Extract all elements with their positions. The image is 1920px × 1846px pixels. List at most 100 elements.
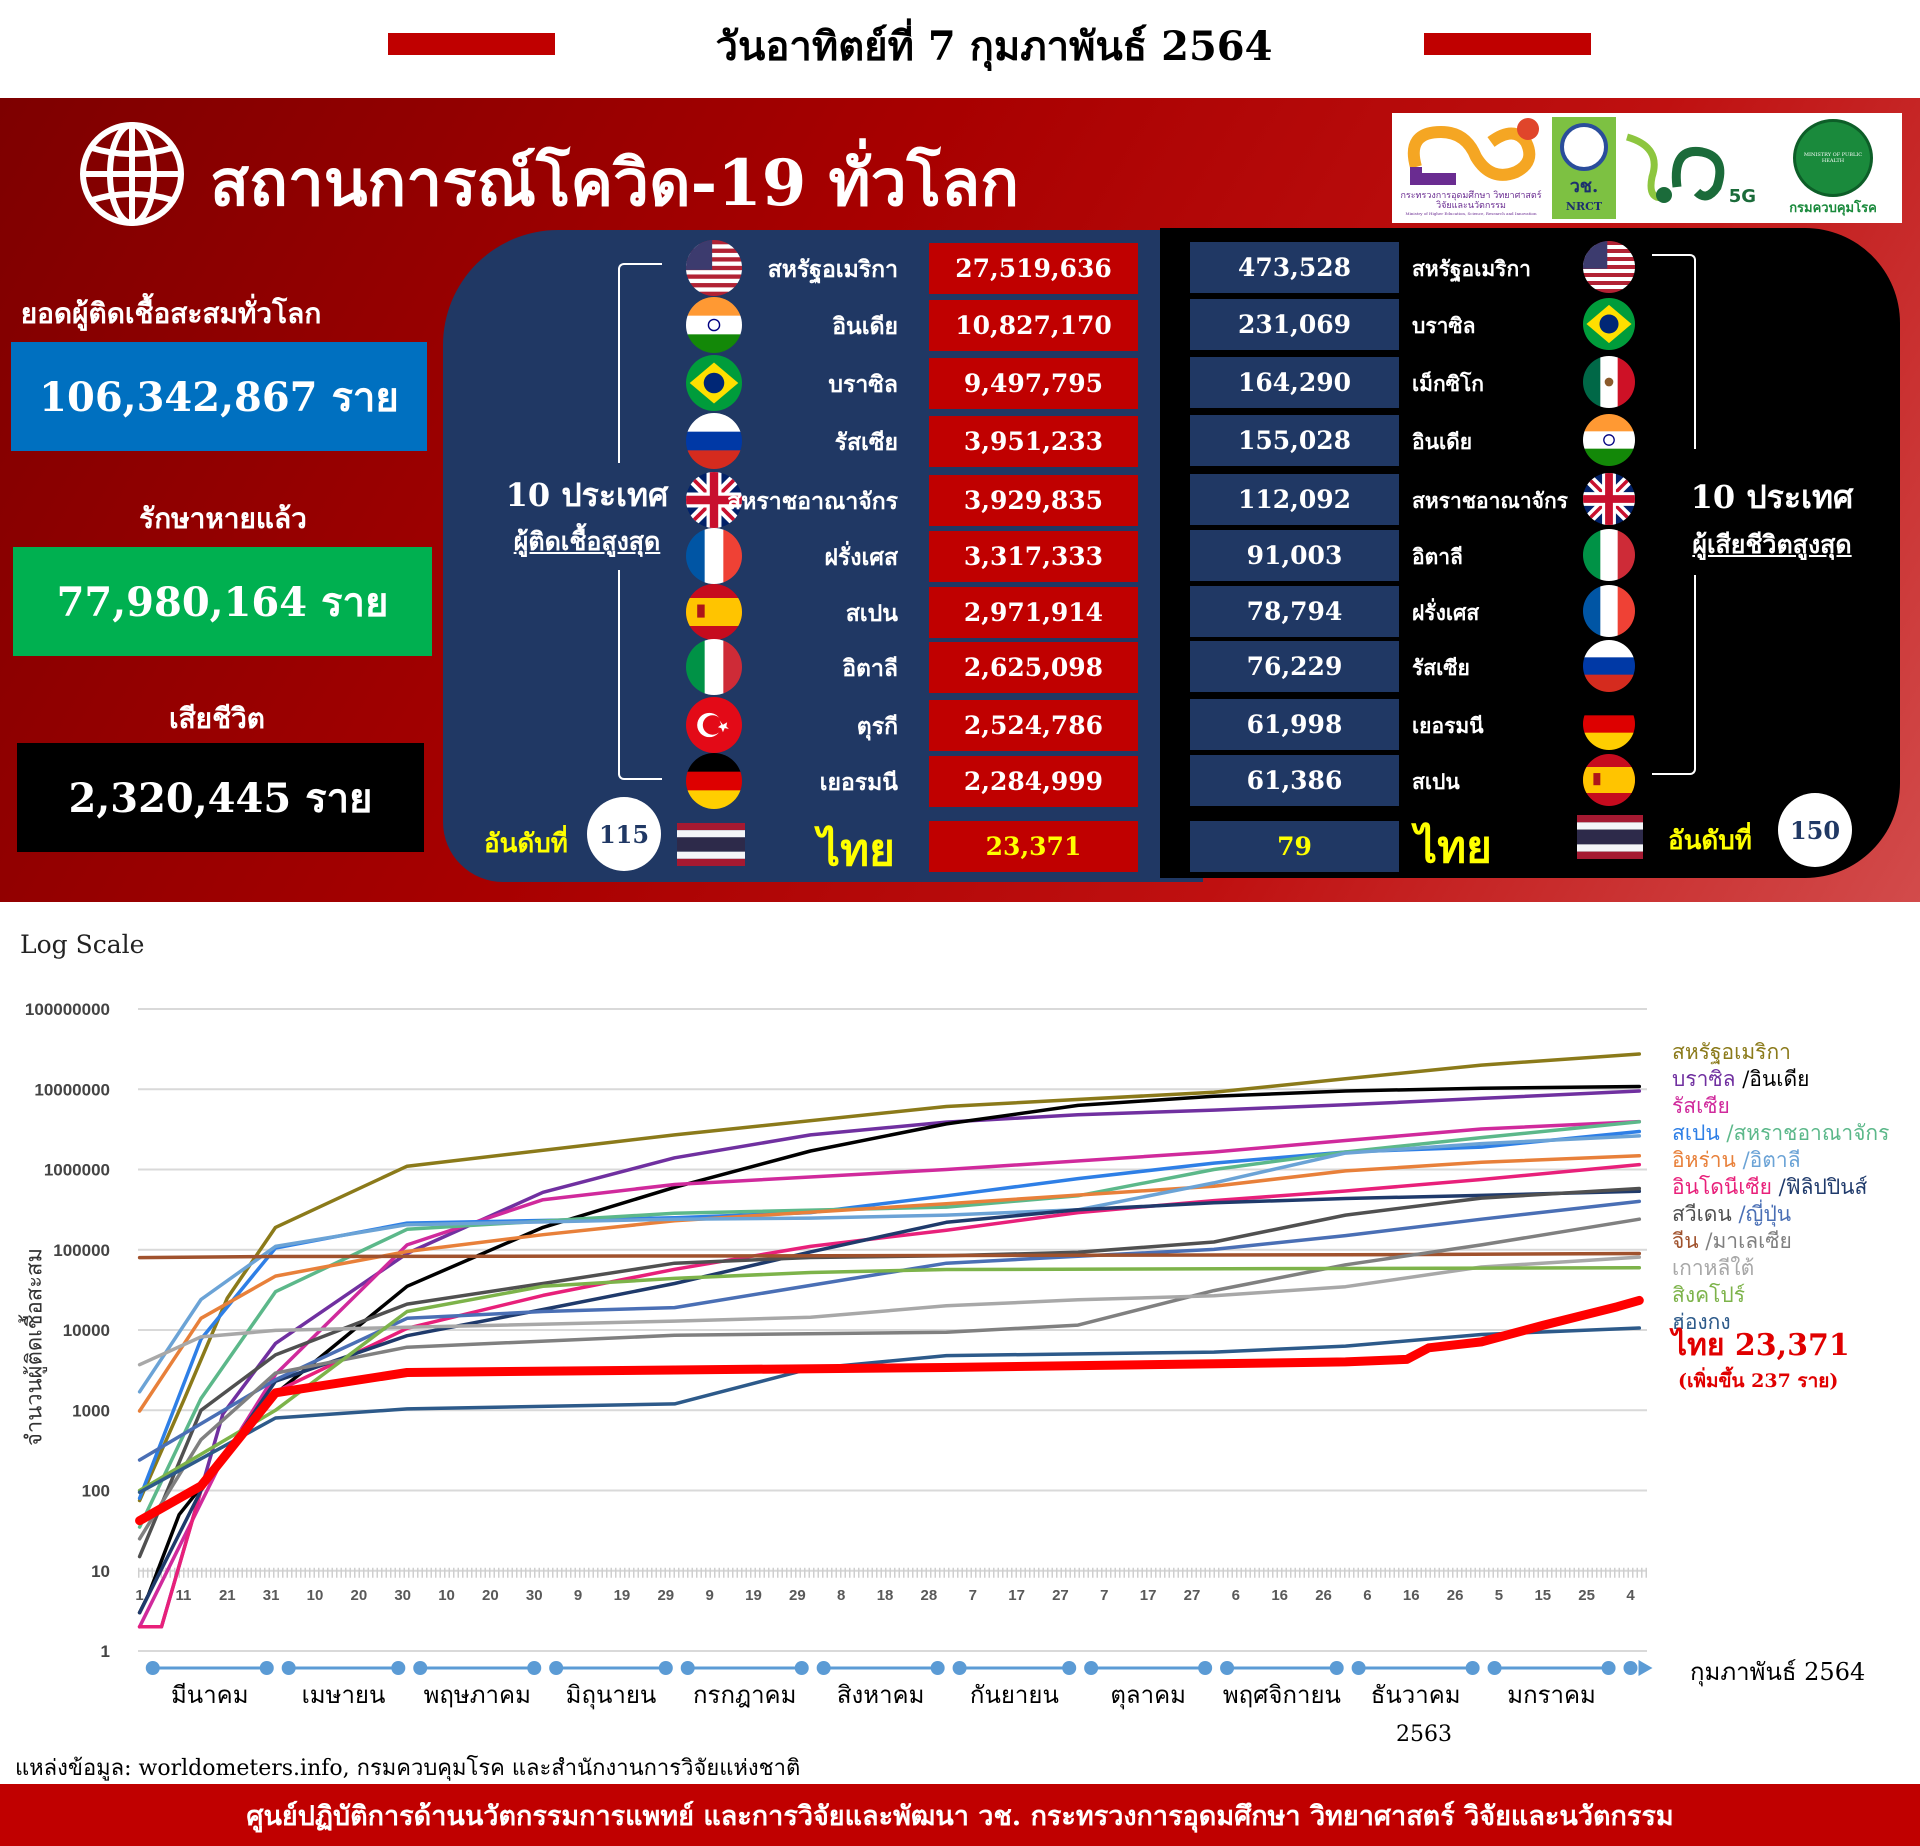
chart-title: Log Scale <box>20 930 145 959</box>
cases-country-value: 2,971,914 <box>929 587 1138 638</box>
deaths-country-name: เม็กซิโก <box>1412 371 1484 396</box>
cases-country-value: 9,497,795 <box>929 358 1138 409</box>
legend-series-name: ฮ่องกง <box>1672 1310 1731 1334</box>
x-tick-label: 17 <box>1140 1587 1157 1604</box>
cases-country-name: สหรัฐอเมริกา <box>767 256 898 283</box>
legend-thailand-name: ไทย <box>1672 1328 1725 1363</box>
deaths-country-name: บราซิล <box>1412 313 1476 338</box>
deaths-value: 2,320,445 ราย <box>17 743 424 852</box>
nrct-logo: วช. NRCT <box>1552 117 1616 219</box>
mhesi-infinity-icon <box>1407 118 1539 185</box>
deaths-country-value: 61,998 <box>1190 699 1399 750</box>
deaths-country-value: 112,092 <box>1190 474 1399 525</box>
legend-line: รัสเซีย <box>1672 1090 1730 1123</box>
legend-series-name: มาเลเซีย <box>1712 1229 1792 1253</box>
de-flag-icon <box>686 753 742 813</box>
legend-series-name: สวีเดน <box>1672 1202 1732 1226</box>
it-flag-icon <box>1583 529 1635 585</box>
timeline-month-label: พฤษภาคม <box>424 1681 531 1709</box>
5g-label: 5G <box>1728 186 1756 207</box>
legend-series-name: ญี่ปุ่น <box>1745 1202 1792 1226</box>
timeline-month-label: มิถุนายน <box>566 1681 657 1710</box>
y-tick-label: 1 <box>101 1642 110 1661</box>
legend-series-name: สิงคโปร์ <box>1672 1283 1746 1307</box>
legend-thailand-note: (เพิ่มขึ้น 237 ราย) <box>1678 1370 1839 1392</box>
timeline-month-label: ตุลาคม <box>1110 1681 1186 1710</box>
legend-line: สหรัฐอเมริกา <box>1672 1036 1791 1069</box>
legend-separator: / <box>1719 1121 1734 1145</box>
legend-series-name: อิตาลี <box>1749 1148 1801 1172</box>
legend-thailand: ไทย 23,371 <box>1672 1322 1850 1369</box>
timeline-dot <box>794 1661 809 1675</box>
top-cases-subtitle: ผู้ติดเชื้อสูงสุด <box>513 527 661 556</box>
legend-series-name: เกาหลีใต้ <box>1672 1256 1755 1280</box>
es-flag-icon <box>686 584 742 644</box>
cases-country-value: 2,625,098 <box>929 642 1138 693</box>
mhesi-logo: กระทรวงการอุดมศึกษา วิทยาศาสตร์ วิจัยและ… <box>1396 117 1546 219</box>
moph-seal-text: MINISTRY OF PUBLIC HEALTH <box>1803 151 1863 164</box>
it-flag-icon <box>686 639 742 699</box>
timeline-dot <box>1220 1661 1235 1675</box>
deaths-country-value: 78,794 <box>1190 586 1399 637</box>
5g-swirl-icon <box>1625 133 1725 203</box>
deaths-country-value: 473,528 <box>1190 242 1399 293</box>
x-tick-label: 31 <box>263 1587 280 1604</box>
cases-country-name: สหราชอาณาจักร <box>727 488 898 515</box>
x-tick-label: 26 <box>1315 1587 1332 1604</box>
x-tick-label: 7 <box>1100 1587 1108 1604</box>
gb-flag-icon <box>1583 473 1635 529</box>
deaths-country-name: ฝรั่งเศส <box>1412 600 1480 625</box>
cases-country-name: เยอรมนี <box>819 769 898 796</box>
x-tick-label: 6 <box>1232 1587 1240 1604</box>
series-line <box>137 1255 1642 1367</box>
x-tick-label: 30 <box>394 1587 411 1604</box>
mhesi-name-en: Ministry of Higher Education, Science, R… <box>1405 211 1537 216</box>
x-tick-label: 29 <box>657 1587 674 1604</box>
legend-series-name: ฟิลิปปินส์ <box>1785 1175 1868 1199</box>
legend-line: สเปน /สหราชอาณาจักร <box>1672 1117 1889 1150</box>
timeline-dot <box>145 1661 160 1675</box>
x-tick-label: 4 <box>1626 1587 1635 1604</box>
thailand-cases-value: 23,371 <box>929 821 1138 872</box>
x-tick-label: 19 <box>614 1587 631 1604</box>
us-flag-icon <box>1583 241 1635 297</box>
timeline-dot <box>1329 1661 1344 1675</box>
legend-line: บราซิล /อินเดีย <box>1672 1063 1809 1096</box>
tr-flag-icon <box>686 697 742 757</box>
cases-country-name: ฝรั่งเศส <box>824 544 898 571</box>
legend-series-name: สหรัฐอเมริกา <box>1672 1040 1791 1064</box>
legend-series-name: อิหร่าน <box>1672 1148 1736 1172</box>
recovered-label: รักษาหายแล้ว <box>139 502 307 535</box>
legend-line: เกาหลีใต้ <box>1672 1252 1754 1285</box>
x-tick-label: 28 <box>921 1587 938 1604</box>
series-line <box>137 1326 1642 1495</box>
source-note: แหล่งข้อมูล: worldometers.info, กรมควบคุ… <box>15 1756 801 1781</box>
x-tick-label: 9 <box>574 1587 582 1604</box>
cases-country-name: สเปน <box>845 600 898 627</box>
series-line <box>135 1295 1644 1526</box>
legend-series-name: รัสเซีย <box>1672 1094 1730 1118</box>
header-decor-bar-left <box>388 33 555 55</box>
partner-logos: กระทรวงการอุดมศึกษา วิทยาศาสตร์ วิจัยและ… <box>1392 113 1902 223</box>
x-tick-label: 21 <box>219 1587 236 1604</box>
timeline-dot <box>413 1661 428 1675</box>
deaths-country-name: อินเดีย <box>1412 429 1473 454</box>
legend-line: จีน /มาเลเซีย <box>1672 1225 1792 1258</box>
thailand-deaths-value: 79 <box>1190 821 1399 872</box>
timeline-dot <box>930 1661 945 1675</box>
timeline-dot <box>281 1661 296 1675</box>
x-tick-label: 16 <box>1271 1587 1288 1604</box>
y-tick-label: 100000000 <box>25 1000 110 1019</box>
legend-series-name: บราซิล <box>1672 1067 1736 1091</box>
x-tick-label: 20 <box>351 1587 368 1604</box>
y-tick-label: 1000 <box>72 1401 110 1420</box>
top-cases-bracket-top <box>618 263 662 463</box>
thailand-cases-rank-label: อันดับที่ <box>484 829 568 859</box>
x-tick-label: 9 <box>705 1587 713 1604</box>
cases-country-name: บราซิล <box>828 371 898 398</box>
x-tick-label: 1 <box>135 1587 143 1604</box>
deaths-label: เสียชีวิต <box>169 702 265 735</box>
deaths-country-value: 76,229 <box>1190 641 1399 692</box>
moph-logo: MINISTRY OF PUBLIC HEALTH กรมควบคุมโรค <box>1768 117 1898 219</box>
legend-series-name: สหราชอาณาจักร <box>1733 1121 1890 1145</box>
